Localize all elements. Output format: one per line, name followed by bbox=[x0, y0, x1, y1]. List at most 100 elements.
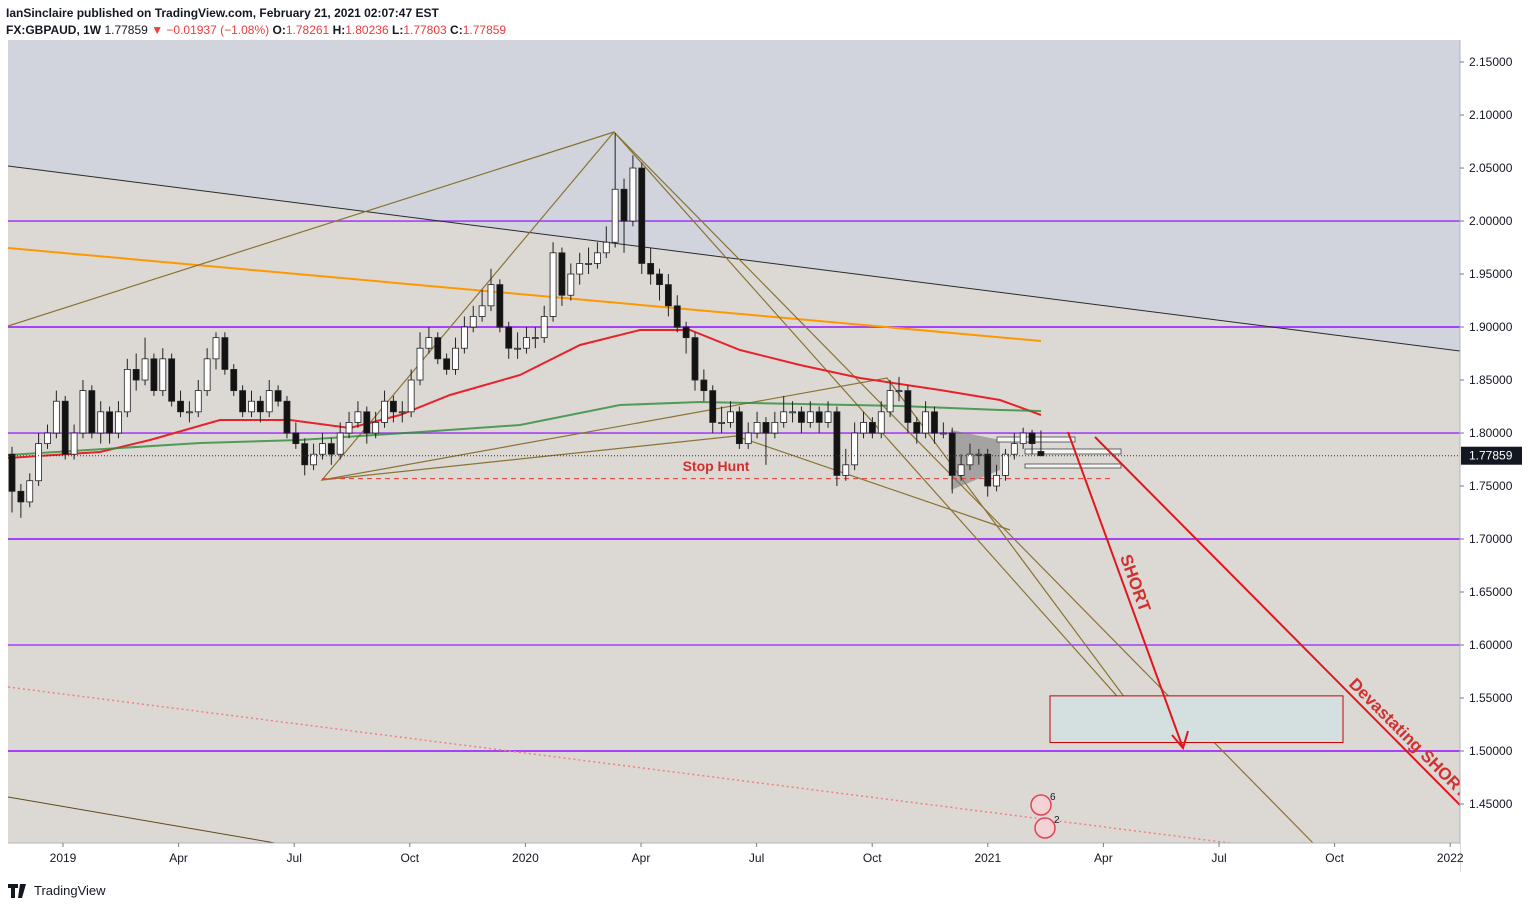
candle-body bbox=[860, 422, 867, 434]
candle-body bbox=[496, 284, 504, 328]
ohlc-label: O: bbox=[272, 23, 286, 37]
candle-body bbox=[576, 263, 584, 275]
x-tick-label: 2021 bbox=[974, 851, 1001, 865]
candle-body bbox=[913, 422, 921, 434]
x-tick-label: Oct bbox=[863, 851, 882, 865]
candle-body bbox=[44, 432, 51, 445]
ohlc-label: L: bbox=[391, 23, 404, 37]
candle-body bbox=[1002, 453, 1009, 476]
candle-body bbox=[531, 337, 539, 340]
candle-body bbox=[123, 369, 131, 413]
zone-box bbox=[1024, 448, 1122, 455]
candle-body bbox=[1028, 432, 1036, 445]
candle-body bbox=[523, 337, 530, 349]
y-tick-label: 1.85000 bbox=[1469, 373, 1513, 387]
last-price-label: 1.77859 bbox=[1469, 449, 1513, 463]
candle-body bbox=[8, 453, 16, 492]
zone-box bbox=[1024, 463, 1122, 469]
x-tick-label: Apr bbox=[632, 851, 651, 865]
candle-body bbox=[549, 252, 557, 317]
candle-body bbox=[514, 347, 521, 350]
candle-body bbox=[221, 337, 229, 370]
x-tick-label: Jul bbox=[1211, 851, 1226, 865]
candle-body bbox=[505, 326, 513, 349]
candle-body bbox=[17, 490, 25, 503]
publisher: IanSinclaire published on TradingView.co… bbox=[6, 6, 439, 20]
candle-body bbox=[345, 422, 353, 434]
ohlc-value: 1.80236 bbox=[345, 23, 389, 37]
candle-body bbox=[452, 347, 459, 370]
footer-logo: TradingView bbox=[34, 883, 106, 898]
candle-body bbox=[735, 411, 743, 445]
candle-body bbox=[70, 432, 78, 455]
candle-body bbox=[718, 422, 725, 424]
candle-body bbox=[248, 400, 255, 413]
candle-body bbox=[753, 422, 761, 434]
candle-body bbox=[150, 358, 158, 392]
ohlc-value: 1.77859 bbox=[462, 23, 507, 37]
upper-shade bbox=[8, 40, 1460, 351]
candle-body bbox=[744, 432, 752, 445]
candle-body bbox=[336, 432, 344, 455]
candle-body bbox=[1037, 451, 1045, 457]
y-tick-label: 1.50000 bbox=[1469, 744, 1513, 758]
y-tick-label: 1.45000 bbox=[1469, 797, 1513, 811]
y-tick-label: 1.75000 bbox=[1469, 479, 1513, 493]
candle-body bbox=[203, 358, 211, 392]
arrow-head bbox=[1171, 730, 1189, 751]
candle-body bbox=[1019, 432, 1027, 445]
candle-body bbox=[177, 400, 184, 413]
annotation: Stop Hunt bbox=[683, 458, 750, 474]
candle-body bbox=[310, 453, 317, 466]
candle-body bbox=[372, 422, 380, 434]
x-tick-label: Oct bbox=[400, 851, 419, 865]
candle-body bbox=[664, 284, 672, 307]
y-tick-label: 1.60000 bbox=[1469, 638, 1513, 652]
candle-body bbox=[292, 432, 300, 445]
candle-body bbox=[106, 411, 113, 434]
y-tick-label: 2.00000 bbox=[1469, 214, 1513, 228]
candle-body bbox=[851, 432, 859, 466]
last-price-tag bbox=[1461, 446, 1522, 465]
y-tick-label: 1.55000 bbox=[1469, 691, 1513, 705]
candle-body bbox=[824, 411, 832, 423]
candle-body bbox=[540, 316, 548, 339]
drawing-line bbox=[8, 329, 1042, 459]
candle-body bbox=[390, 400, 397, 413]
x-tick-label: Jul bbox=[749, 851, 764, 865]
event-badge bbox=[1030, 794, 1052, 816]
candle-body bbox=[691, 337, 699, 381]
candle-body bbox=[594, 252, 601, 264]
x-tick-label: Apr bbox=[169, 851, 188, 865]
x-tick-label: Oct bbox=[1325, 851, 1344, 865]
ohlc-label: C: bbox=[450, 23, 463, 37]
x-tick-label: Apr bbox=[1094, 851, 1113, 865]
candle-body bbox=[904, 390, 912, 423]
candle-body bbox=[682, 326, 690, 339]
ohlc-label: H: bbox=[332, 23, 346, 37]
publisher-line: IanSinclaire published on TradingView.co… bbox=[6, 5, 506, 22]
candle-body bbox=[487, 284, 495, 307]
drawing-line bbox=[8, 796, 276, 843]
x-tick-label: 2019 bbox=[50, 851, 77, 865]
candle-body bbox=[159, 358, 167, 392]
candle-body bbox=[673, 305, 681, 328]
candle-body bbox=[274, 390, 282, 402]
x-tick-label: 2022 bbox=[1437, 851, 1464, 865]
candle-body bbox=[620, 188, 628, 222]
candle-body bbox=[771, 422, 779, 434]
candle-body bbox=[115, 411, 122, 434]
candle-body bbox=[434, 337, 442, 360]
candle-body bbox=[363, 411, 371, 434]
candle-body bbox=[780, 411, 788, 423]
x-tick-label: 2020 bbox=[512, 851, 539, 865]
logo-icon bbox=[8, 884, 26, 898]
candle-body bbox=[868, 422, 876, 434]
candle-body bbox=[656, 273, 663, 286]
candle-body bbox=[141, 358, 149, 381]
y-tick-label: 2.10000 bbox=[1469, 108, 1513, 122]
candle-body bbox=[798, 411, 805, 423]
symbol-line: FX:GBPAUD, 1W 1.77859 ▼ −0.01937 (−1.08%… bbox=[6, 22, 506, 39]
candle-body bbox=[398, 411, 406, 414]
candle-body bbox=[1010, 443, 1018, 455]
